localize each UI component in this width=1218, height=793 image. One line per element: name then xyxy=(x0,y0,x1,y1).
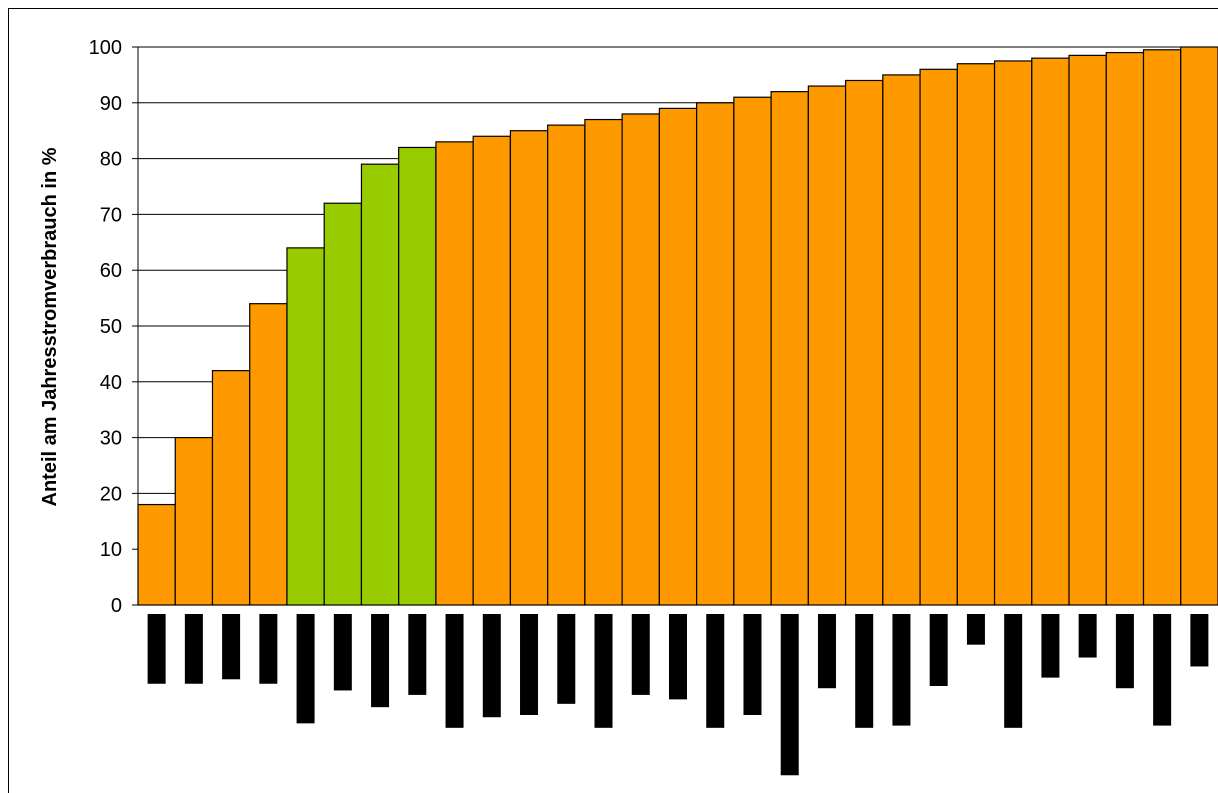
bar-4 xyxy=(249,303,288,606)
x-label-obscured-12 xyxy=(557,614,576,704)
bar-20 xyxy=(844,79,884,606)
y-tick-label: 70 xyxy=(100,204,122,226)
y-tick-label: 50 xyxy=(100,316,122,338)
x-label-obscured-24 xyxy=(1004,614,1023,728)
x-label-obscured-4 xyxy=(259,614,278,684)
x-label-obscured-22 xyxy=(929,614,948,686)
x-label-obscured-1 xyxy=(147,614,166,684)
x-label-obscured-14 xyxy=(631,614,650,695)
x-label-obscured-17 xyxy=(743,614,762,715)
bar-16 xyxy=(696,102,735,606)
x-label-obscured-27 xyxy=(1115,614,1134,689)
x-category-labels xyxy=(147,614,1209,776)
y-axis-label: Anteil am Jahresstromverbrauch in % xyxy=(39,147,61,506)
bar-3 xyxy=(211,370,251,606)
x-label-obscured-29 xyxy=(1190,614,1209,667)
bar-5 xyxy=(286,247,325,606)
bar-24 xyxy=(993,60,1033,606)
y-tick-label: 30 xyxy=(100,428,122,450)
bar-29 xyxy=(1180,46,1218,606)
bar-7 xyxy=(360,163,400,606)
x-label-obscured-7 xyxy=(371,614,390,708)
bar-1 xyxy=(137,503,176,606)
x-label-obscured-26 xyxy=(1078,614,1097,658)
x-label-obscured-10 xyxy=(482,614,501,718)
bar-15 xyxy=(658,107,698,606)
chart-frame xyxy=(8,8,1218,793)
bar-14 xyxy=(621,113,660,606)
y-tick-label: 10 xyxy=(100,539,122,561)
bar-18 xyxy=(770,91,809,606)
x-label-obscured-18 xyxy=(780,614,799,776)
y-tick-label: 80 xyxy=(100,149,122,171)
bar-22 xyxy=(919,68,958,606)
bar-8 xyxy=(398,146,437,606)
bar-28 xyxy=(1142,49,1182,606)
bar-6 xyxy=(323,202,363,606)
x-label-obscured-2 xyxy=(184,614,203,684)
x-label-obscured-8 xyxy=(408,614,427,695)
x-label-obscured-28 xyxy=(1153,614,1172,726)
x-label-obscured-21 xyxy=(892,614,911,726)
y-tick-label: 0 xyxy=(111,595,122,617)
x-label-obscured-5 xyxy=(296,614,315,724)
y-tick-label: 20 xyxy=(100,483,122,505)
y-axis: 0 10 20 30 40 50 60 70 80 90 100 xyxy=(89,37,139,617)
bar-17 xyxy=(733,96,772,606)
bar-13 xyxy=(584,118,623,606)
bars-group xyxy=(137,46,1218,606)
bar-23 xyxy=(956,63,996,606)
x-label-obscured-16 xyxy=(706,614,725,728)
y-tick-label: 60 xyxy=(100,260,122,282)
x-label-obscured-13 xyxy=(594,614,613,728)
x-label-obscured-23 xyxy=(966,614,985,645)
bar-2 xyxy=(174,437,214,606)
y-tick-label: 40 xyxy=(100,372,122,394)
x-label-obscured-3 xyxy=(222,614,241,680)
x-label-obscured-20 xyxy=(855,614,874,728)
bar-19 xyxy=(807,85,847,606)
y-tick-label: 100 xyxy=(89,37,122,59)
x-label-obscured-11 xyxy=(520,614,539,715)
bar-26 xyxy=(1068,54,1107,606)
bar-27 xyxy=(1105,51,1145,606)
bar-9 xyxy=(435,141,474,606)
bar-11 xyxy=(509,130,549,606)
x-label-obscured-6 xyxy=(333,614,352,691)
x-label-obscured-25 xyxy=(1041,614,1060,678)
bar-10 xyxy=(472,135,512,606)
x-label-obscured-9 xyxy=(445,614,464,728)
x-label-obscured-19 xyxy=(817,614,836,689)
bar-25 xyxy=(1031,57,1070,606)
bar-21 xyxy=(882,74,921,606)
bar-12 xyxy=(547,124,586,606)
y-tick-label: 90 xyxy=(100,93,122,115)
x-label-obscured-15 xyxy=(669,614,687,700)
